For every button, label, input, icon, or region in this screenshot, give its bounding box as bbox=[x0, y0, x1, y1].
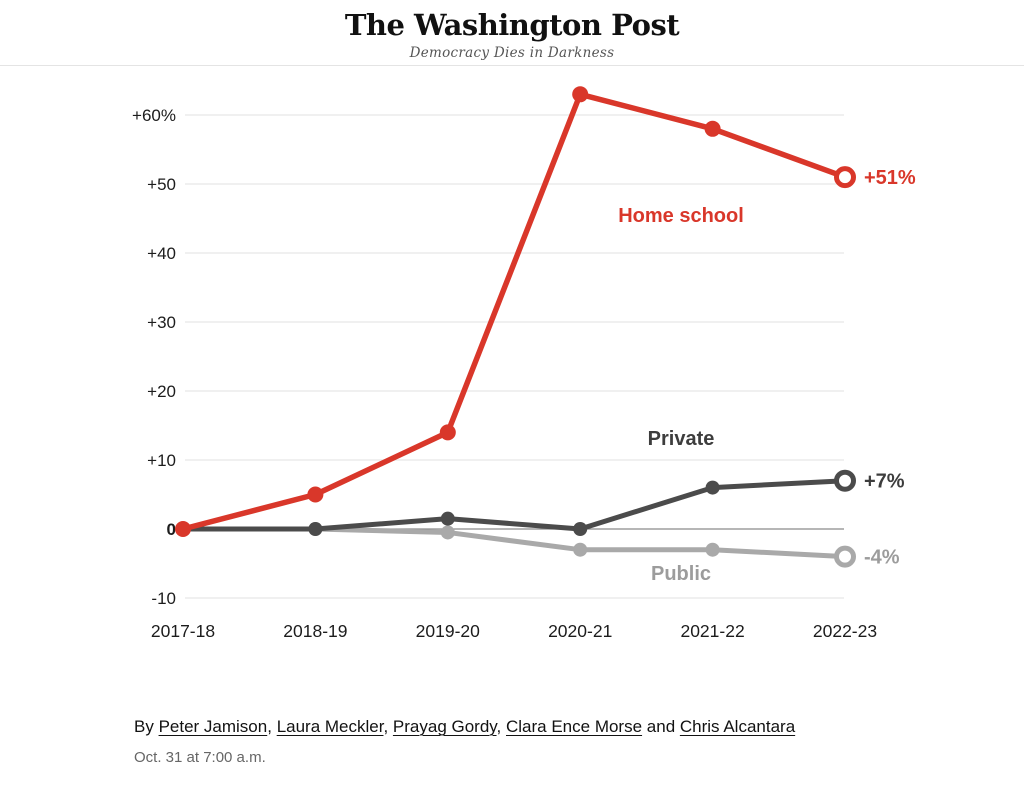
end-ring-private bbox=[834, 469, 856, 492]
byline: By Peter Jamison, Laura Meckler, Prayag … bbox=[134, 716, 934, 739]
data-point-public-2020-21 bbox=[573, 542, 588, 557]
series-line-private bbox=[180, 478, 848, 532]
masthead: The Washington Post Democracy Dies in Da… bbox=[0, 0, 1024, 66]
byline-separator: , bbox=[383, 717, 393, 736]
y-tick-label-10: +10 bbox=[147, 451, 176, 470]
x-tick-label-2022-23: 2022-23 bbox=[813, 621, 877, 641]
end-label-private: +7% bbox=[864, 471, 905, 493]
author-link[interactable]: Peter Jamison bbox=[158, 717, 268, 736]
end-label-home-school: +51% bbox=[864, 167, 916, 189]
y-tick-label-0: 0 bbox=[167, 520, 176, 539]
end-ring-home-school bbox=[834, 166, 856, 189]
data-point-public-2019-20 bbox=[440, 525, 455, 540]
masthead-tagline: Democracy Dies in Darkness bbox=[409, 45, 615, 61]
y-tick-label--10: -10 bbox=[151, 589, 176, 608]
x-tick-label-2020-21: 2020-21 bbox=[548, 621, 612, 641]
y-tick-label-30: +30 bbox=[147, 313, 176, 332]
data-point-private-2019-20 bbox=[440, 511, 455, 526]
data-point-public-2021-22 bbox=[705, 542, 720, 557]
x-tick-label-2017-18: 2017-18 bbox=[151, 621, 215, 641]
x-tick-label-2018-19: 2018-19 bbox=[283, 621, 347, 641]
data-point-private-2018-19 bbox=[308, 522, 323, 536]
series-line-public bbox=[180, 526, 848, 560]
author-link[interactable]: Laura Meckler bbox=[276, 717, 384, 736]
end-label-public: -4% bbox=[864, 547, 900, 569]
data-point-home-school-2019-20 bbox=[439, 424, 456, 441]
x-tick-label-2021-22: 2021-22 bbox=[680, 621, 744, 641]
data-point-home-school-2018-19 bbox=[307, 486, 324, 503]
series-line-home-school bbox=[180, 91, 848, 532]
y-tick-label-40: +40 bbox=[147, 244, 176, 263]
author-link[interactable]: Chris Alcantara bbox=[679, 717, 796, 736]
data-point-home-school-2017-18 bbox=[175, 521, 191, 537]
data-point-home-school-2021-22 bbox=[704, 120, 721, 137]
byline-separator: and bbox=[642, 717, 680, 736]
series-label-home-school: Home school bbox=[618, 205, 744, 227]
series-label-public: Public bbox=[651, 563, 711, 585]
author-link[interactable]: Clara Ence Morse bbox=[506, 717, 643, 736]
data-point-home-school-2020-21 bbox=[572, 86, 589, 103]
data-point-private-2020-21 bbox=[573, 522, 588, 536]
byline-prefix: By bbox=[134, 717, 159, 736]
y-tick-label-50: +50 bbox=[147, 175, 176, 194]
x-tick-label-2019-20: 2019-20 bbox=[416, 621, 480, 641]
masthead-title: The Washington Post bbox=[344, 8, 680, 42]
end-ring-public bbox=[834, 545, 856, 568]
publish-timestamp: Oct. 31 at 7:00 a.m. bbox=[134, 749, 266, 766]
data-point-private-2021-22 bbox=[705, 480, 720, 495]
series-label-private: Private bbox=[648, 428, 715, 450]
y-tick-label-20: +20 bbox=[147, 382, 176, 401]
author-link[interactable]: Prayag Gordy bbox=[392, 717, 497, 736]
byline-separator: , bbox=[496, 717, 506, 736]
byline-separator: , bbox=[267, 717, 277, 736]
y-tick-label-60: +60% bbox=[132, 106, 176, 125]
enrollment-change-chart: +60% +50 +40 +30 +20 +10 0 -10 2017-18 2018-19 201… bbox=[132, 86, 916, 641]
